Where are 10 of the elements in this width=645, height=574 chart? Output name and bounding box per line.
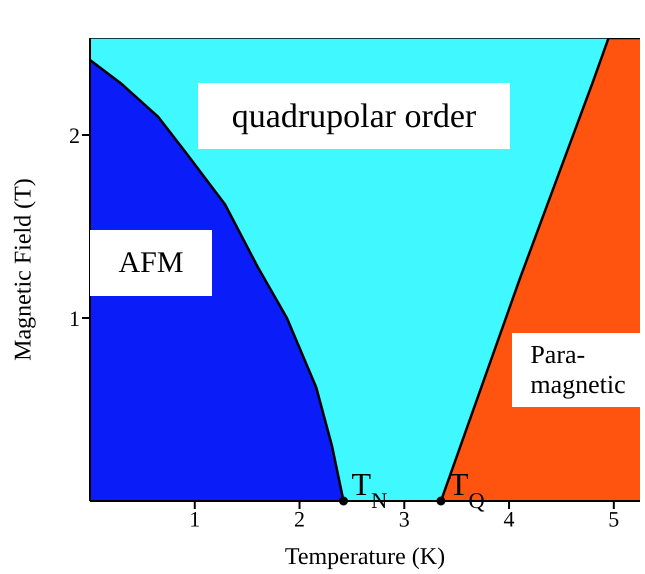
x-axis-title: Temperature (K): [284, 544, 446, 570]
series-label: Para-magnetic: [512, 333, 644, 407]
band-label: quadrupolar order: [232, 98, 477, 135]
x-tick-label: 4: [504, 506, 515, 532]
x-tick-label: 2: [294, 506, 306, 532]
x-tick-label: 5: [608, 506, 620, 532]
x-tick-label: 3: [398, 506, 410, 532]
x-tick-label: 1: [189, 506, 200, 532]
series-label: AFM: [90, 230, 212, 296]
y-axis-title: Magnetic Field (T): [10, 178, 37, 361]
